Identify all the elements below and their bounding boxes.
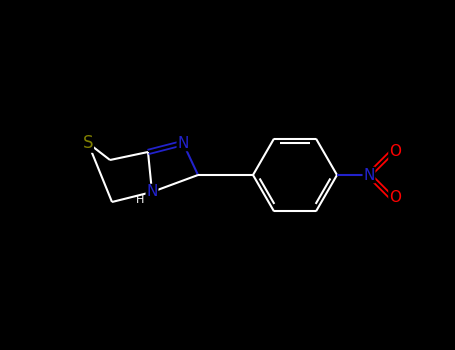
Text: N: N: [177, 135, 189, 150]
Text: O: O: [389, 190, 401, 205]
Text: N: N: [147, 184, 158, 200]
Text: O: O: [389, 145, 401, 160]
Text: N: N: [363, 168, 374, 182]
Text: S: S: [83, 134, 93, 152]
Text: H: H: [136, 195, 144, 205]
